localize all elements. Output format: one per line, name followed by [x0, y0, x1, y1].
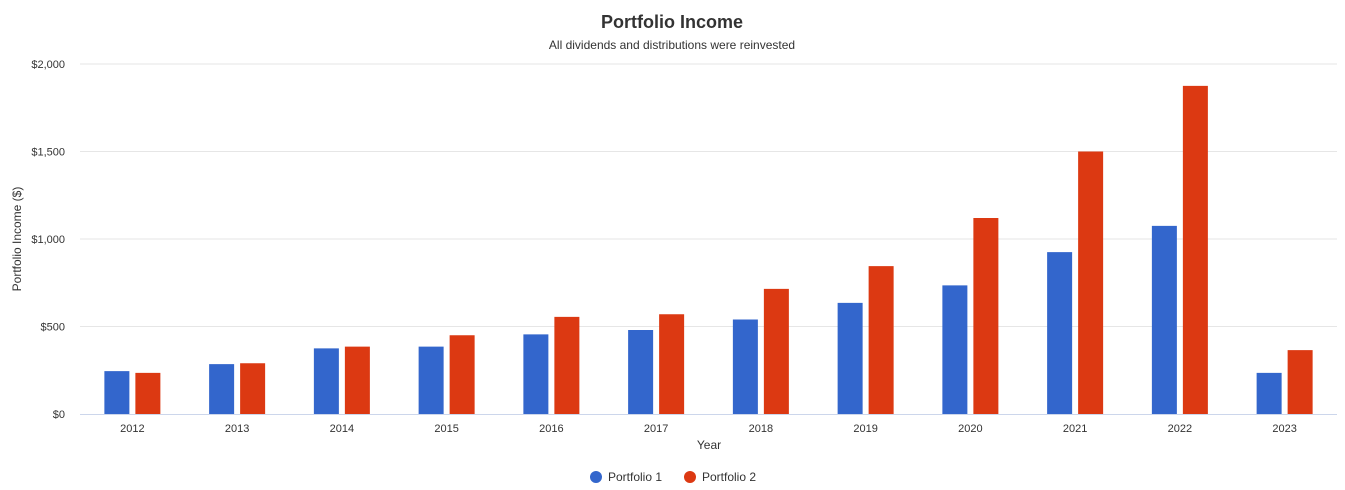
bar-portfolio-1-2016[interactable]	[523, 334, 549, 414]
bar-portfolio-2-2016[interactable]	[554, 316, 580, 414]
x-tick-label: 2016	[539, 423, 563, 435]
x-tick-label: 2022	[1168, 423, 1192, 435]
y-tick-label: $1,500	[31, 147, 65, 159]
x-tick-label: 2012	[120, 423, 144, 435]
x-axis-ticks: 2012 2013 2014 2015 2016 2017 2018 2019 2020 2021…	[120, 423, 1297, 435]
chart-subtitle: All dividends and distributions were rei…	[549, 38, 795, 52]
chart-title: Portfolio Income	[601, 12, 743, 32]
bar-portfolio-1-2017[interactable]	[628, 330, 654, 414]
bar-portfolio-1-2023[interactable]	[1256, 372, 1282, 414]
bar-portfolio-2-2023[interactable]	[1287, 350, 1313, 414]
x-axis-label: Year	[697, 438, 721, 452]
bar-portfolio-2-2012[interactable]	[135, 372, 161, 414]
bar-portfolio-1-2020[interactable]	[942, 285, 968, 414]
legend-label: Portfolio 2	[702, 470, 756, 484]
x-tick-label: 2014	[330, 423, 354, 435]
x-tick-label: 2017	[644, 423, 668, 435]
legend-swatch	[590, 471, 602, 483]
bar-portfolio-2-2015[interactable]	[449, 335, 475, 414]
bar-portfolio-2-2014[interactable]	[344, 346, 370, 414]
bar-portfolio-1-2022[interactable]	[1151, 225, 1177, 414]
x-tick-label: 2023	[1272, 423, 1296, 435]
legend-item-portfolio-2[interactable]: Portfolio 2	[684, 470, 756, 484]
bar-portfolio-1-2019[interactable]	[837, 302, 863, 414]
bar-portfolio-1-2013[interactable]	[209, 364, 235, 414]
y-axis-ticks: $0 $500 $1,000 $1,500 $2,000	[31, 59, 65, 421]
bar-portfolio-2-2021[interactable]	[1078, 151, 1104, 415]
bar-portfolio-1-2021[interactable]	[1047, 252, 1073, 414]
legend-label: Portfolio 1	[608, 470, 662, 484]
y-tick-label: $2,000	[31, 59, 65, 71]
x-tick-label: 2013	[225, 423, 249, 435]
x-tick-label: 2015	[434, 423, 458, 435]
legend-item-portfolio-1[interactable]: Portfolio 1	[590, 470, 662, 484]
bar-portfolio-2-2018[interactable]	[763, 288, 789, 414]
x-tick-label: 2020	[958, 423, 982, 435]
y-tick-label: $0	[53, 409, 65, 421]
y-tick-label: $1,000	[31, 234, 65, 246]
bar-portfolio-1-2015[interactable]	[418, 346, 444, 414]
bar-portfolio-2-2020[interactable]	[973, 218, 999, 414]
y-tick-label: $500	[41, 322, 65, 334]
x-tick-label: 2018	[749, 423, 773, 435]
x-tick-label: 2019	[853, 423, 877, 435]
bar-portfolio-1-2014[interactable]	[313, 348, 339, 414]
bar-portfolio-1-2018[interactable]	[732, 319, 758, 415]
legend: Portfolio 1 Portfolio 2	[590, 470, 756, 484]
bar-portfolio-2-2019[interactable]	[868, 266, 894, 414]
x-tick-label: 2021	[1063, 423, 1087, 435]
gridlines	[80, 63, 1337, 327]
bar-portfolio-2-2013[interactable]	[240, 363, 266, 414]
bar-portfolio-1-2012[interactable]	[104, 371, 130, 414]
legend-swatch	[684, 471, 696, 483]
bars	[104, 85, 1313, 415]
y-axis-label: Portfolio Income ($)	[10, 187, 24, 292]
bar-portfolio-2-2017[interactable]	[659, 314, 685, 414]
bar-portfolio-2-2022[interactable]	[1182, 85, 1208, 414]
